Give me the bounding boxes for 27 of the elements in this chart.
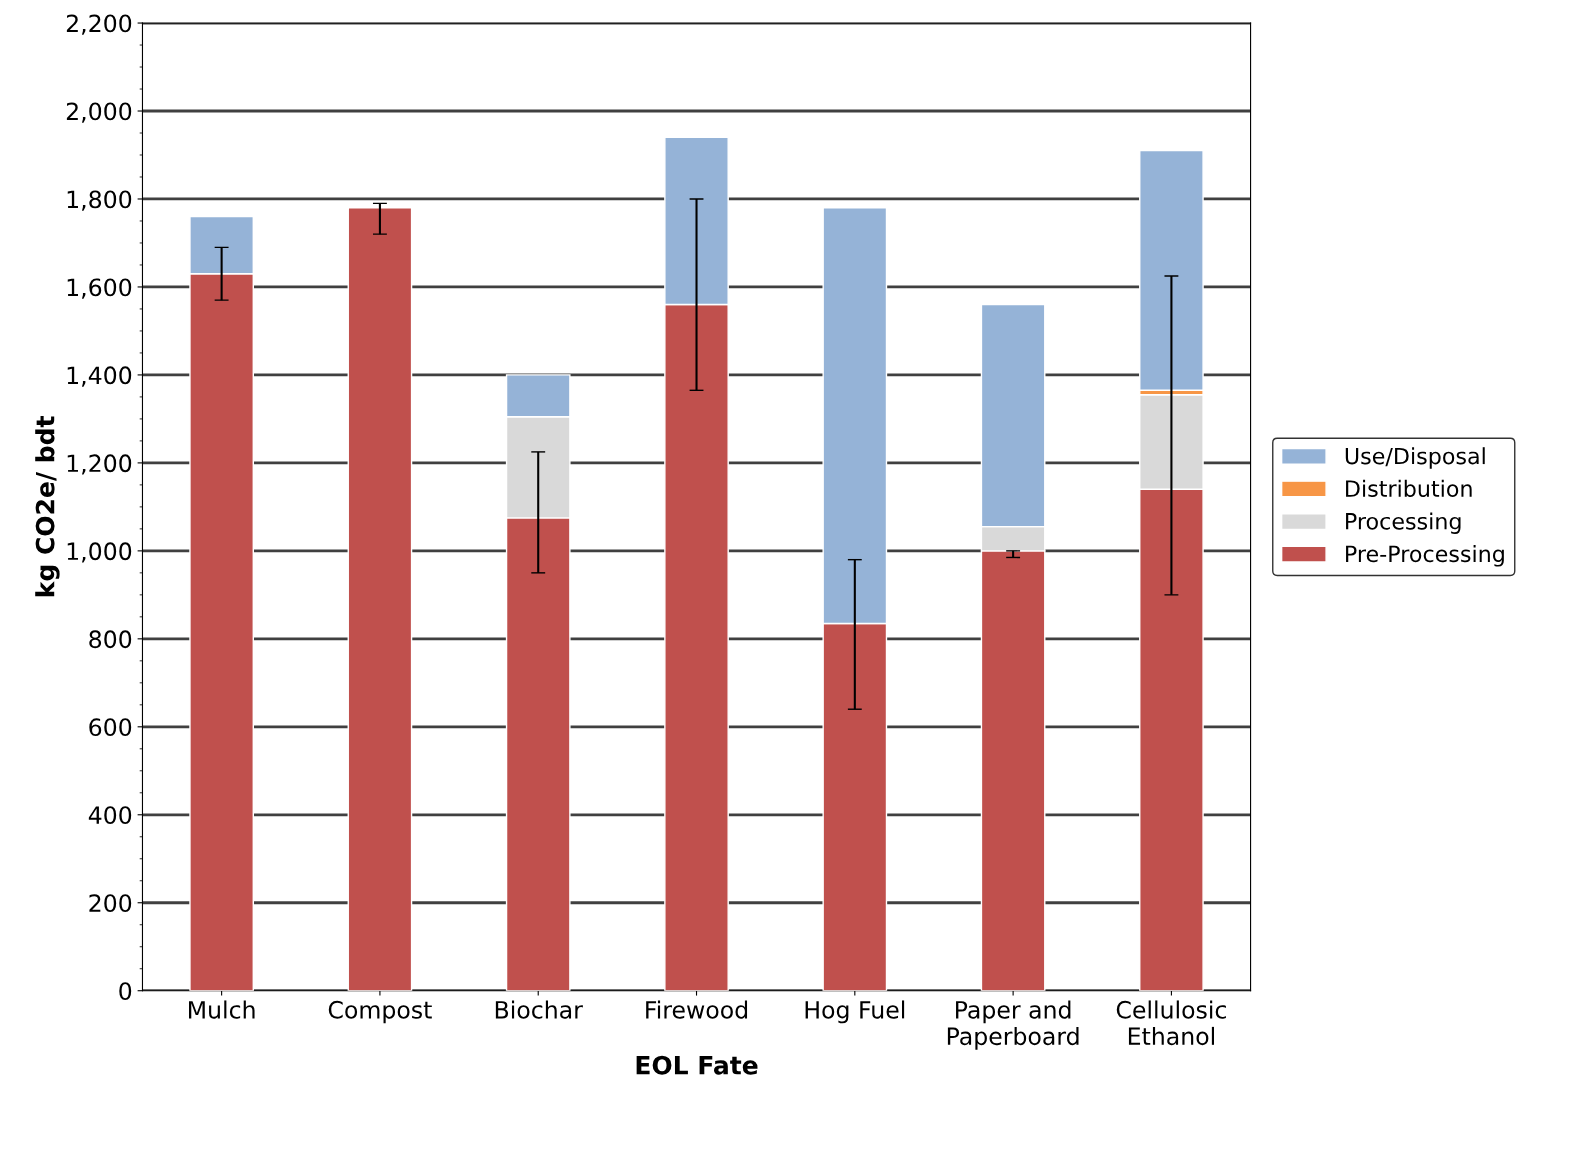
legend-label: Pre-Processing [1346,545,1504,567]
legend-label: Processing [1346,512,1461,534]
x-tick-label: Hog Fuel [805,1000,905,1024]
x-tick-label: Compost [328,1000,432,1024]
x-tick-label: Paper and Paperboard [947,1000,1079,1050]
y-tick-label: 1,400 [67,366,132,387]
bar [1139,149,1204,392]
x-tick-label: Cellulosic Ethanol [1116,1000,1226,1046]
y-axis-title: kg CO2e/ bdt [35,416,60,597]
y-tick-label: 1,200 [67,454,132,475]
x-tick-label: Mulch [189,1000,255,1019]
y-tick-label: 600 [89,718,132,737]
y-tick-label: 800 [89,630,132,649]
y-tick-label: 1,000 [67,542,132,563]
x-tick-label: Biochar [495,1000,583,1019]
legend-label: Distribution [1346,479,1472,498]
x-axis-title: EOL Fate [636,1055,758,1075]
y-tick-label: 2,200 [66,14,132,35]
y-tick-label: 2,000 [66,102,132,123]
bar [347,207,413,991]
y-tick-label: 400 [88,806,132,825]
y-tick-label: 1,800 [67,190,132,211]
y-tick-label: 0 [119,982,132,1001]
y-tick-label: 200 [89,894,132,913]
y-tick-label: 1,600 [67,278,132,299]
legend-label: Use/Disposal [1345,447,1485,469]
x-tick-label: Firewood [646,1000,748,1019]
